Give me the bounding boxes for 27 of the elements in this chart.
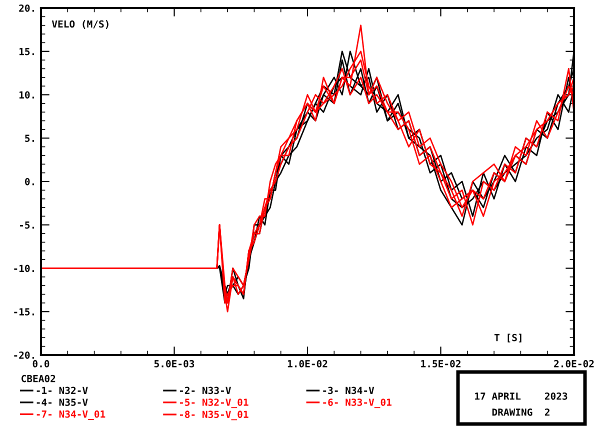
y-tick-label: 5.	[25, 134, 34, 142]
x-axis-title: T [S]	[494, 334, 522, 342]
y-tick-label: -15.	[14, 308, 34, 316]
y-tick-label: 15.	[19, 48, 34, 56]
y-tick-label: -5.	[20, 221, 34, 229]
text: DRAWING 2	[492, 408, 550, 416]
y-tick-label: 10.	[19, 91, 34, 99]
legend-label: -5- N32-V_01	[180, 398, 248, 408]
text: 17 APRIL 2023	[475, 392, 568, 400]
y-tick-label: 20.	[19, 4, 34, 12]
y-axis-title: VELO (M/S)	[52, 20, 108, 29]
legend-label: -2- N33-V	[180, 386, 231, 394]
y-tick-label: -20.	[14, 351, 34, 359]
x-tick-label: 1.0E-02	[288, 360, 328, 368]
legend-label: -4- N35-V	[36, 398, 88, 406]
legend-label: -7- N34-V_01	[36, 410, 106, 420]
x-tick-label: 0.0	[32, 360, 50, 368]
legend-label: -8- N35-V_01	[180, 410, 248, 420]
legend-label: -3- N34-V	[323, 386, 374, 394]
legend-title: CBEA02	[22, 374, 56, 382]
legend-label: -1- N32-V	[36, 386, 88, 394]
x-tick-label: 1.5E-02	[421, 360, 460, 368]
legend-label: -6- N33-V_01	[323, 398, 392, 408]
x-tick-label: 2.0E-02	[554, 360, 594, 368]
x-tick-label: 5.0E-03	[154, 360, 194, 368]
y-tick-label: -10.	[14, 264, 34, 272]
y-tick-label: 0.	[25, 178, 34, 186]
